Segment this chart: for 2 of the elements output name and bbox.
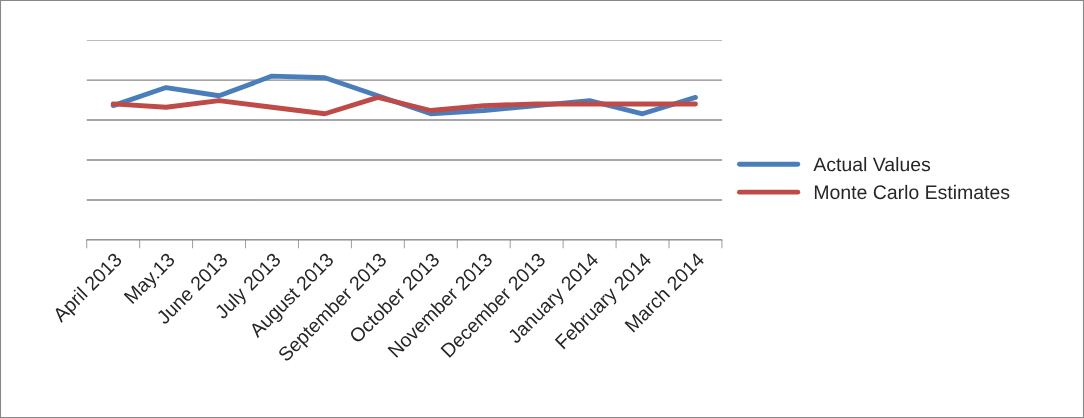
legend-label: Actual Values xyxy=(813,157,931,172)
legend-label: Monte Carlo Estimates xyxy=(814,184,1010,200)
